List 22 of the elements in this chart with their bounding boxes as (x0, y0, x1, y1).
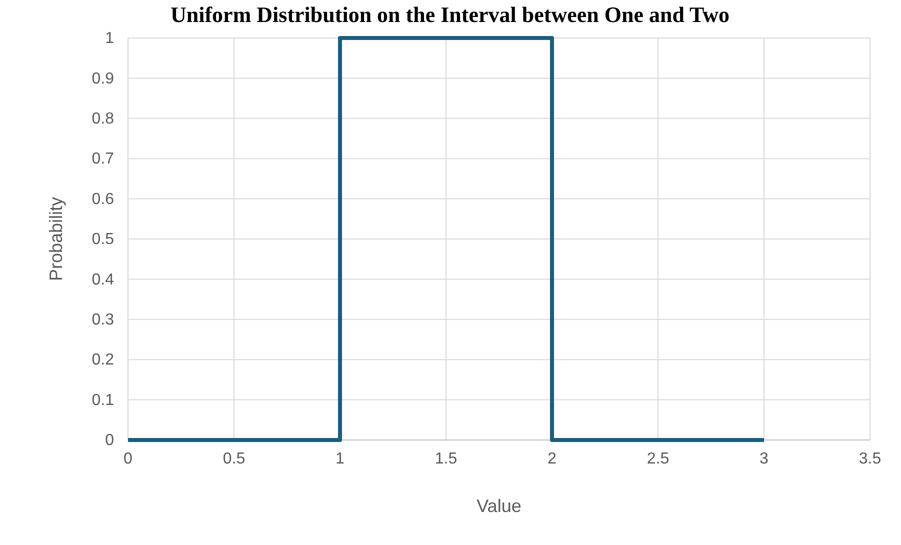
y-tick-label: 0.7 (92, 150, 114, 168)
y-tick-label: 0.9 (92, 70, 114, 88)
x-axis-title: Value (476, 496, 522, 516)
x-tick-label: 3.5 (858, 450, 882, 468)
x-tick-label: 0 (124, 450, 133, 468)
x-tick-label: 2 (548, 450, 557, 468)
x-tick-label: 3 (760, 450, 769, 468)
y-tick-label: 0.2 (92, 352, 114, 369)
x-tick-label: 1 (336, 450, 345, 468)
y-tick-label: 0 (105, 432, 114, 450)
y-tick-label: 0.5 (92, 231, 114, 248)
y-tick-label: 0.3 (92, 312, 114, 329)
y-tick-label: 0.1 (92, 392, 114, 409)
y-tick-label: 1 (105, 30, 114, 48)
y-axis-title: Probability (46, 196, 66, 282)
y-tick-label: 0.6 (92, 190, 114, 208)
x-tick-label: 2.5 (646, 450, 670, 468)
x-tick-label: 1.5 (434, 450, 458, 468)
chart-title: Uniform Distribution on the Interval between One and Two (170, 2, 730, 27)
y-tick-label: 0.4 (92, 271, 114, 288)
y-tick-label: 0.8 (92, 110, 114, 128)
x-tick-label: 0.5 (222, 450, 246, 468)
